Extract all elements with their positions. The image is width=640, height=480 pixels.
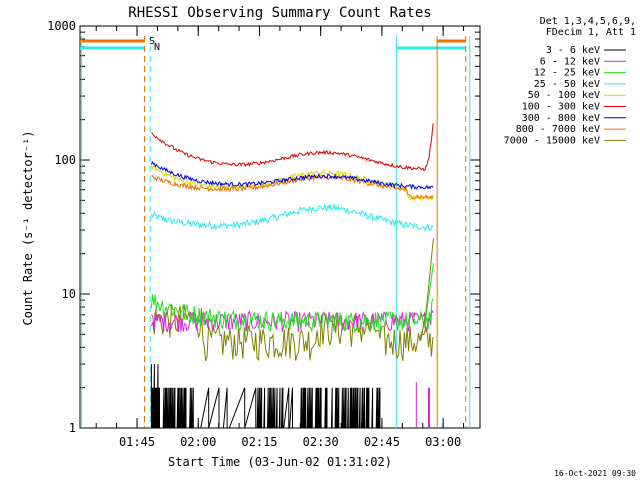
series-line [150,364,384,429]
x-tick-label: 01:45 [119,435,155,449]
legend-header: FDecim 1, Att 1 [546,27,636,38]
x-axis-label: Start Time (03-Jun-02 01:31:02) [168,455,392,469]
plot-frame [79,25,481,429]
generation-timestamp: 16-Oct-2021 09:30 [554,469,636,478]
series-line [150,165,434,202]
chart-title: RHESSI Observing Summary Count Rates [128,5,431,21]
legend-label: 800 - 7000 keV [516,124,600,135]
x-tick-label: 03:00 [425,435,461,449]
legend-label: 300 - 800 keV [522,113,600,124]
x-tick-label: 02:00 [180,435,216,449]
legend-label: 6 - 12 keV [540,56,600,67]
legend-label: 3 - 6 keV [546,45,600,56]
x-tick-label: 02:15 [241,435,277,449]
legend-label: 7000 - 15000 keV [504,135,600,146]
y-tick-label: 1000 [47,19,76,33]
mode-flag-label: S [149,36,155,47]
y-axis-label: Count Rate (s⁻¹ detector⁻¹) [21,130,35,325]
legend-header: Det 1,3,4,5,6,9, [540,16,636,27]
series-line [150,303,434,362]
legend-label: 100 - 300 keV [522,102,600,113]
series-line [150,202,434,232]
legend-label: 12 - 25 keV [534,68,600,79]
y-tick-label: 10 [62,287,76,301]
legend: Det 1,3,4,5,6,9,FDecim 1, Att 1 3 - 6 keV… [504,16,636,146]
series-line [424,263,434,324]
series-line [420,238,434,341]
legend-label: 50 - 100 keV [528,90,600,101]
x-tick-label: 02:30 [303,435,339,449]
x-tick-label: 02:45 [364,435,400,449]
series-line [150,160,434,191]
legend-label: 25 - 50 keV [534,79,600,90]
y-tick-label: 100 [54,153,76,167]
plot-area: 1 10 100 1000 01:45 02:00 02:15 02:30 02:45 03:00… [47,19,481,449]
series-line [151,123,434,172]
series-line [150,294,434,334]
mode-flag-label: N [154,42,160,53]
y-tick-label: 1 [69,421,76,435]
